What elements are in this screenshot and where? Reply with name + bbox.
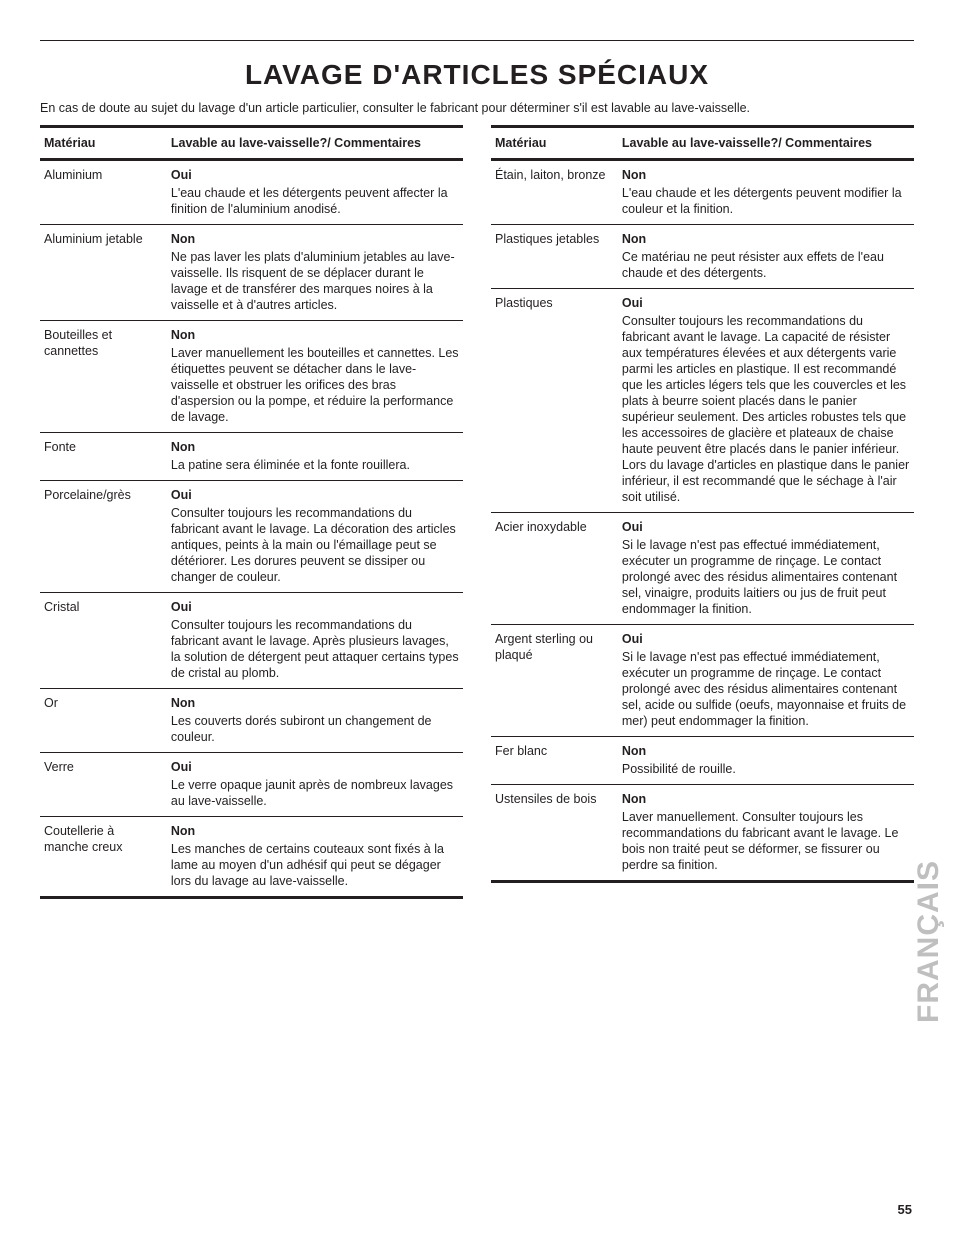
- answer-label: Non: [622, 743, 910, 759]
- table-row: PlastiquesOui Consulter toujours les reco…: [491, 289, 914, 513]
- comment-cell: Oui Si le lavage n'est pas effectué imméd…: [618, 513, 914, 625]
- comment-cell: Oui Consulter toujours les recommandation…: [167, 481, 463, 593]
- comment-text: Les couverts dorés subiront un changemen…: [171, 714, 432, 744]
- table-row: Fer blancNon Possibilité de rouille.: [491, 737, 914, 785]
- table-row: Argent sterling ou plaquéOui Si le lavage…: [491, 625, 914, 737]
- table-row: FonteNon La patine sera éliminée et la fo…: [40, 433, 463, 481]
- answer-label: Non: [171, 327, 459, 343]
- comment-cell: Non Possibilité de rouille.: [618, 737, 914, 785]
- content-columns: Matériau Lavable au lave-vaisselle?/ Com…: [40, 125, 914, 899]
- table-row: Étain, laiton, bronzeNon L'eau chaude et …: [491, 160, 914, 225]
- table-row: Ustensiles de boisNon Laver manuellement.…: [491, 785, 914, 882]
- material-cell: Plastiques jetables: [491, 225, 618, 289]
- language-side-label: FRANÇAIS: [912, 860, 946, 1023]
- materials-table-left: Matériau Lavable au lave-vaisselle?/ Com…: [40, 125, 463, 899]
- comment-cell: Non La patine sera éliminée et la fonte r…: [167, 433, 463, 481]
- left-column: Matériau Lavable au lave-vaisselle?/ Com…: [40, 125, 463, 899]
- comment-text: Consulter toujours les recommandations d…: [171, 506, 456, 584]
- answer-label: Oui: [622, 519, 910, 535]
- comment-cell: Oui Consulter toujours les recommandation…: [618, 289, 914, 513]
- comment-text: Laver manuellement. Consulter toujours l…: [622, 810, 899, 872]
- comment-cell: Non Laver manuellement les bouteilles et …: [167, 321, 463, 433]
- material-cell: Fonte: [40, 433, 167, 481]
- comment-cell: Non L'eau chaude et les détergents peuven…: [618, 160, 914, 225]
- comment-text: Si le lavage n'est pas effectué immédiat…: [622, 650, 906, 728]
- material-cell: Coutellerie à manche creux: [40, 817, 167, 898]
- comment-text: Consulter toujours les recommandations d…: [622, 314, 909, 504]
- comment-cell: Non Ne pas laver les plats d'aluminium je…: [167, 225, 463, 321]
- materials-table-right: Matériau Lavable au lave-vaisselle?/ Com…: [491, 125, 914, 883]
- comment-text: Consulter toujours les recommandations d…: [171, 618, 459, 680]
- comment-text: La patine sera éliminée et la fonte roui…: [171, 458, 410, 472]
- comment-text: Les manches de certains couteaux sont fi…: [171, 842, 444, 888]
- table-row: Plastiques jetablesNon Ce matériau ne peu…: [491, 225, 914, 289]
- answer-label: Non: [171, 439, 459, 455]
- table-row: Bouteilles et cannettesNon Laver manuelle…: [40, 321, 463, 433]
- right-column: Matériau Lavable au lave-vaisselle?/ Com…: [491, 125, 914, 899]
- comment-text: Laver manuellement les bouteilles et can…: [171, 346, 459, 424]
- table-header-row: Matériau Lavable au lave-vaisselle?/ Com…: [491, 127, 914, 160]
- answer-label: Oui: [171, 487, 459, 503]
- comment-cell: Non Ce matériau ne peut résister aux effe…: [618, 225, 914, 289]
- table-row: Porcelaine/grèsOui Consulter toujours les…: [40, 481, 463, 593]
- answer-label: Non: [622, 167, 910, 183]
- comment-cell: Non Les couverts dorés subiront un change…: [167, 689, 463, 753]
- answer-label: Oui: [171, 759, 459, 775]
- table-header-row: Matériau Lavable au lave-vaisselle?/ Com…: [40, 127, 463, 160]
- top-rule: [40, 40, 914, 41]
- comment-cell: Non Les manches de certains couteaux sont…: [167, 817, 463, 898]
- answer-label: Non: [171, 695, 459, 711]
- material-cell: Aluminium: [40, 160, 167, 225]
- page-number: 55: [898, 1202, 912, 1217]
- comment-text: L'eau chaude et les détergents peuvent a…: [171, 186, 448, 216]
- table-row: Acier inoxydableOui Si le lavage n'est pa…: [491, 513, 914, 625]
- material-cell: Acier inoxydable: [491, 513, 618, 625]
- comment-text: Ne pas laver les plats d'aluminium jetab…: [171, 250, 455, 312]
- answer-label: Oui: [171, 599, 459, 615]
- table-row: OrNon Les couverts dorés subiront un chan…: [40, 689, 463, 753]
- answer-label: Non: [622, 231, 910, 247]
- comment-cell: Oui L'eau chaude et les détergents peuven…: [167, 160, 463, 225]
- intro-text: En cas de doute au sujet du lavage d'un …: [40, 101, 914, 115]
- material-cell: Ustensiles de bois: [491, 785, 618, 882]
- comment-text: L'eau chaude et les détergents peuvent m…: [622, 186, 902, 216]
- table-row: CristalOui Consulter toujours les recomma…: [40, 593, 463, 689]
- comment-cell: Non Laver manuellement. Consulter toujour…: [618, 785, 914, 882]
- material-cell: Cristal: [40, 593, 167, 689]
- comment-text: Possibilité de rouille.: [622, 762, 736, 776]
- answer-label: Oui: [171, 167, 459, 183]
- material-cell: Or: [40, 689, 167, 753]
- page-title: LAVAGE D'ARTICLES SPÉCIAUX: [40, 59, 914, 91]
- answer-label: Non: [171, 823, 459, 839]
- header-material: Matériau: [40, 127, 167, 160]
- header-comments: Lavable au lave-vaisselle?/ Commentaires: [618, 127, 914, 160]
- material-cell: Verre: [40, 753, 167, 817]
- header-comments: Lavable au lave-vaisselle?/ Commentaires: [167, 127, 463, 160]
- table-row: VerreOui Le verre opaque jaunit après de …: [40, 753, 463, 817]
- material-cell: Bouteilles et cannettes: [40, 321, 167, 433]
- table-row: Aluminium jetableNon Ne pas laver les pla…: [40, 225, 463, 321]
- table-row: AluminiumOui L'eau chaude et les détergen…: [40, 160, 463, 225]
- comment-text: Le verre opaque jaunit après de nombreux…: [171, 778, 453, 808]
- material-cell: Fer blanc: [491, 737, 618, 785]
- answer-label: Non: [622, 791, 910, 807]
- comment-cell: Oui Le verre opaque jaunit après de nombr…: [167, 753, 463, 817]
- comment-cell: Oui Si le lavage n'est pas effectué imméd…: [618, 625, 914, 737]
- header-material: Matériau: [491, 127, 618, 160]
- comment-text: Ce matériau ne peut résister aux effets …: [622, 250, 884, 280]
- material-cell: Argent sterling ou plaqué: [491, 625, 618, 737]
- comment-text: Si le lavage n'est pas effectué immédiat…: [622, 538, 897, 616]
- material-cell: Plastiques: [491, 289, 618, 513]
- answer-label: Oui: [622, 295, 910, 311]
- comment-cell: Oui Consulter toujours les recommandation…: [167, 593, 463, 689]
- material-cell: Aluminium jetable: [40, 225, 167, 321]
- answer-label: Non: [171, 231, 459, 247]
- material-cell: Porcelaine/grès: [40, 481, 167, 593]
- table-row: Coutellerie à manche creuxNon Les manches…: [40, 817, 463, 898]
- material-cell: Étain, laiton, bronze: [491, 160, 618, 225]
- answer-label: Oui: [622, 631, 910, 647]
